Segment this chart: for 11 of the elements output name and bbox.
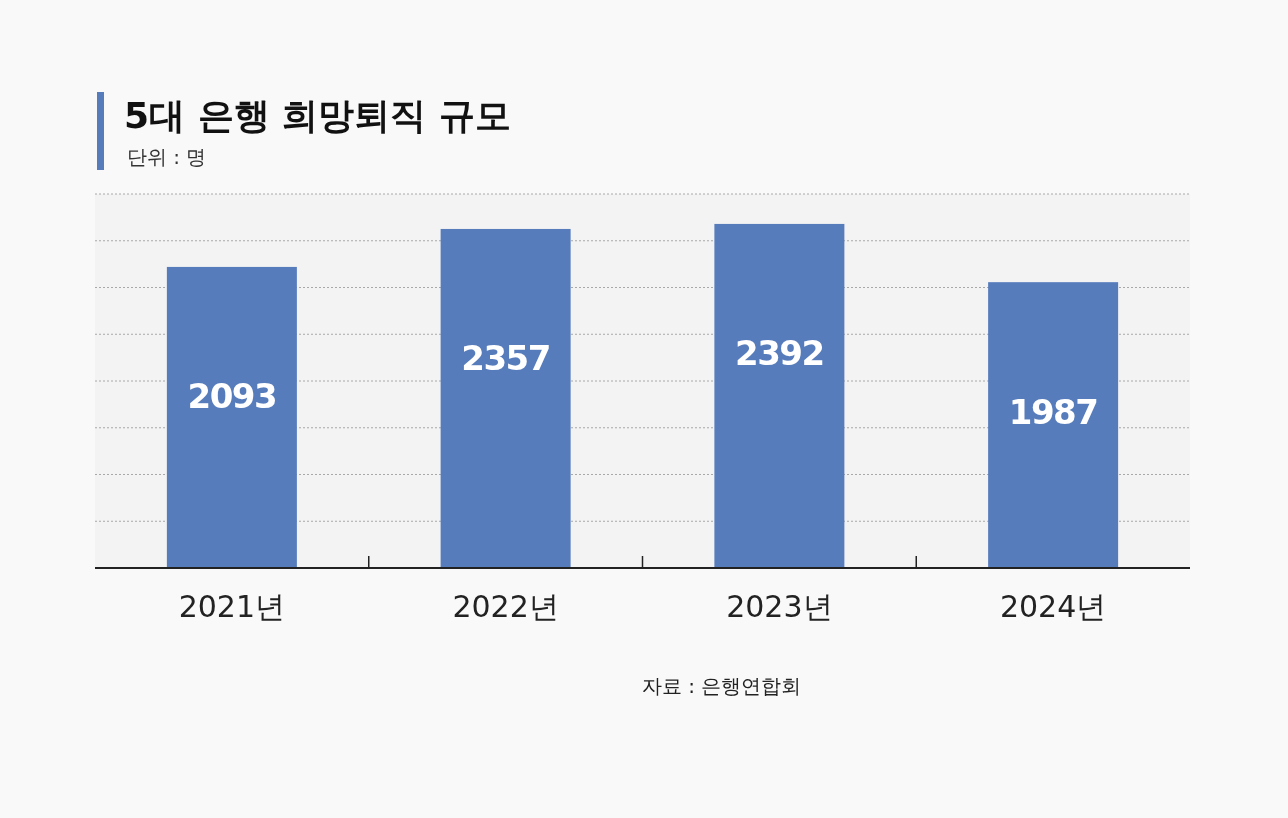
- data-label: 2392: [735, 333, 824, 374]
- data-label: 1987: [1008, 391, 1098, 432]
- x-tick-label: 2023년: [726, 589, 833, 624]
- x-tick-label: 2021년: [178, 589, 286, 624]
- x-tick-label: 2024년: [999, 589, 1107, 624]
- data-label: 2357: [461, 338, 550, 379]
- chart-subtitle: 단위 : 명: [127, 145, 207, 169]
- data-label: 2093: [187, 376, 277, 417]
- chart-title: 5대 은행 희망퇴직 규모: [124, 95, 511, 136]
- x-tick-label: 2022년: [452, 589, 559, 624]
- text: 자료 : 은행연합회: [642, 674, 802, 698]
